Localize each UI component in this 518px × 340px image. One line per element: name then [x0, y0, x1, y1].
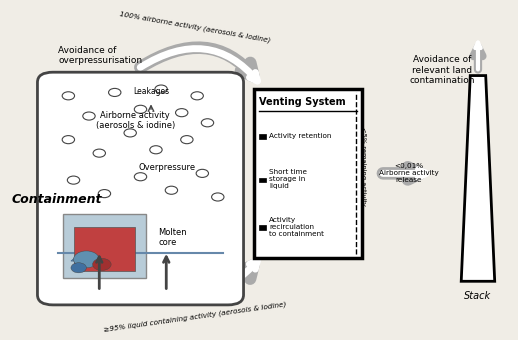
- Text: Containment: Containment: [12, 193, 102, 206]
- Circle shape: [150, 146, 162, 154]
- Text: Short time
storage in
liquid: Short time storage in liquid: [269, 169, 307, 189]
- Circle shape: [124, 129, 136, 137]
- Circle shape: [62, 136, 75, 144]
- Text: <0,01%
Airborne activity
release: <0,01% Airborne activity release: [379, 164, 438, 183]
- Circle shape: [165, 186, 178, 194]
- FancyBboxPatch shape: [259, 134, 266, 139]
- Polygon shape: [71, 254, 87, 261]
- Circle shape: [134, 105, 147, 113]
- Text: Molten
core: Molten core: [158, 228, 186, 247]
- Circle shape: [181, 136, 193, 144]
- Circle shape: [71, 263, 87, 273]
- FancyBboxPatch shape: [63, 214, 146, 278]
- FancyBboxPatch shape: [259, 178, 266, 183]
- FancyArrowPatch shape: [140, 261, 257, 294]
- FancyArrowPatch shape: [383, 167, 420, 180]
- Text: Avoidance of
relevant land
contamination: Avoidance of relevant land contamination: [409, 55, 474, 85]
- Text: Stack: Stack: [465, 291, 492, 301]
- FancyBboxPatch shape: [74, 227, 135, 271]
- Circle shape: [67, 176, 80, 184]
- Text: Activity
recirculation
to containment: Activity recirculation to containment: [269, 217, 324, 237]
- FancyArrowPatch shape: [475, 42, 481, 69]
- Circle shape: [176, 108, 188, 117]
- Circle shape: [74, 251, 99, 268]
- Circle shape: [93, 149, 106, 157]
- Circle shape: [134, 173, 147, 181]
- Text: <5% remaining activity: <5% remaining activity: [359, 127, 366, 206]
- Circle shape: [191, 92, 204, 100]
- Text: Avoidance of
overpressurisation: Avoidance of overpressurisation: [58, 46, 142, 66]
- Text: ≥95% liquid containing activity (aerosols & Iodine): ≥95% liquid containing activity (aerosol…: [103, 301, 286, 333]
- FancyBboxPatch shape: [37, 72, 243, 305]
- FancyArrowPatch shape: [140, 49, 257, 81]
- Circle shape: [93, 258, 111, 271]
- Polygon shape: [461, 75, 495, 281]
- Text: 100% airborne activity (aerosols & Iodine): 100% airborne activity (aerosols & Iodin…: [119, 10, 270, 43]
- Circle shape: [211, 193, 224, 201]
- FancyArrowPatch shape: [140, 266, 253, 295]
- Circle shape: [98, 190, 111, 198]
- FancyBboxPatch shape: [259, 225, 266, 230]
- Circle shape: [155, 85, 167, 93]
- FancyBboxPatch shape: [254, 89, 362, 258]
- Text: Airborne activity
(aerosols & iodine): Airborne activity (aerosols & iodine): [96, 111, 175, 130]
- Text: Overpressure: Overpressure: [138, 163, 195, 172]
- FancyArrowPatch shape: [140, 48, 253, 76]
- Circle shape: [109, 88, 121, 97]
- Circle shape: [196, 169, 209, 177]
- Circle shape: [202, 119, 213, 127]
- Text: Activity retention: Activity retention: [269, 133, 332, 139]
- FancyArrowPatch shape: [473, 47, 482, 69]
- Circle shape: [62, 92, 75, 100]
- Text: Venting System: Venting System: [259, 98, 346, 107]
- Text: Leakages: Leakages: [133, 87, 169, 96]
- FancyArrowPatch shape: [383, 169, 426, 177]
- Circle shape: [83, 112, 95, 120]
